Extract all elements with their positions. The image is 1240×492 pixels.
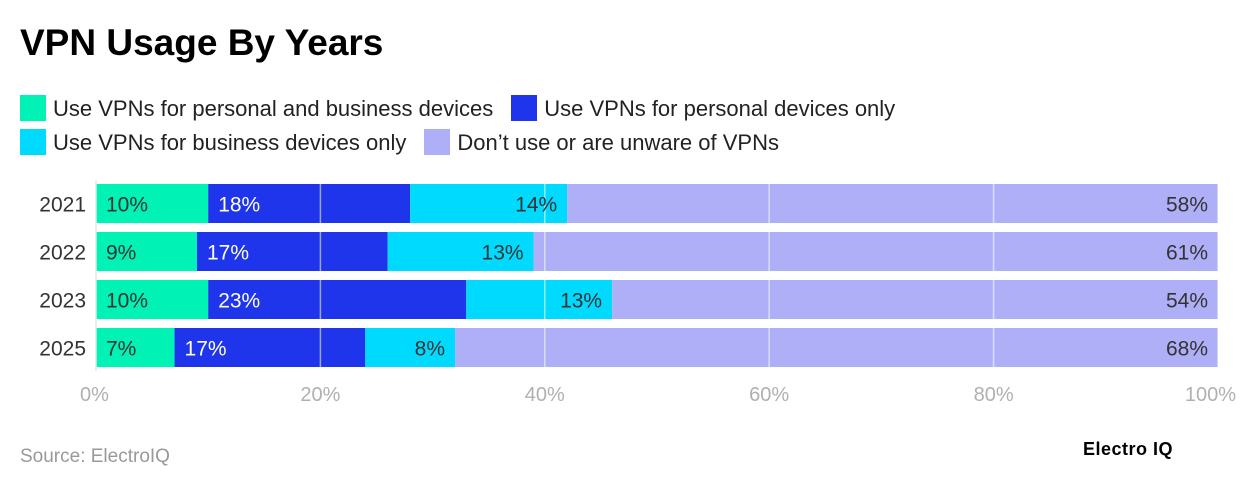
x-tick-label: 40% [525, 384, 565, 406]
data-label: 23% [218, 290, 260, 313]
data-label: 13% [560, 290, 602, 313]
x-tick-label: 60% [749, 384, 789, 406]
data-label: 8% [415, 338, 445, 361]
bar-segment [410, 184, 568, 223]
bar-segment [96, 184, 209, 223]
bar-segment [174, 328, 366, 367]
x-tick-label: 20% [300, 384, 340, 406]
data-label: 13% [482, 242, 524, 265]
legend-swatch [20, 95, 46, 121]
chart-title: VPN Usage By Years [20, 22, 384, 63]
data-label: 14% [515, 194, 557, 217]
legend-label: Don’t use or are unware of VPNs [457, 130, 779, 155]
data-label: 54% [1166, 290, 1208, 313]
data-label: 61% [1166, 242, 1208, 265]
data-label: 68% [1166, 338, 1208, 361]
data-label: 58% [1166, 194, 1208, 217]
legend-item: Don’t use or are unware of VPNs [424, 126, 779, 160]
bar-segment [567, 184, 1218, 223]
legend-label: Use VPNs for business devices only [53, 130, 407, 155]
data-label: 17% [185, 338, 227, 361]
legend-swatch [20, 129, 46, 155]
bar-segment [455, 328, 1218, 367]
bar-segment [96, 328, 175, 367]
legend-item: Use VPNs for business devices only [20, 126, 406, 160]
data-label: 10% [106, 290, 148, 313]
category-label: 2021 [39, 194, 86, 217]
x-tick-label: 80% [974, 384, 1014, 406]
data-label: 18% [218, 194, 260, 217]
legend-label: Use VPNs for personal and business devic… [53, 96, 494, 121]
legend-label: Use VPNs for personal devices only [544, 96, 896, 121]
data-label: 17% [207, 242, 249, 265]
bar-segment [208, 280, 467, 319]
source-note: Source: ElectroIQ [20, 446, 170, 467]
legend-swatch [424, 129, 451, 155]
bar-segment [196, 232, 388, 271]
electroiq-logo: Electro IQ [1083, 439, 1174, 459]
bar-segment [387, 232, 534, 271]
legend-item: Use VPNs for personal and business devic… [20, 92, 493, 126]
legend-swatch [511, 95, 538, 121]
data-label: 9% [106, 242, 136, 265]
bar-segment [96, 280, 209, 319]
legend-item: Use VPNs for personal devices only [511, 92, 895, 126]
data-label: 10% [106, 194, 148, 217]
bar-segment [96, 232, 197, 271]
category-label: 2022 [39, 242, 86, 265]
category-label: 2023 [39, 290, 86, 313]
bar-segment [365, 328, 456, 367]
data-label: 7% [106, 338, 136, 361]
category-label: 2025 [39, 338, 86, 361]
chart-plot: 2021 2022 2023 2025 10% 18% 14% 58% 9% 17% 13% 61% 1… [39, 180, 1236, 406]
x-tick-label: 100% [1185, 384, 1236, 406]
bar-segment [208, 184, 411, 223]
bar-segment [466, 280, 613, 319]
bar-segment [533, 232, 1218, 271]
bar-segment [612, 280, 1218, 319]
x-tick-label: 0% [80, 384, 109, 406]
legend: Use VPNs for personal and business devic… [20, 92, 1220, 160]
